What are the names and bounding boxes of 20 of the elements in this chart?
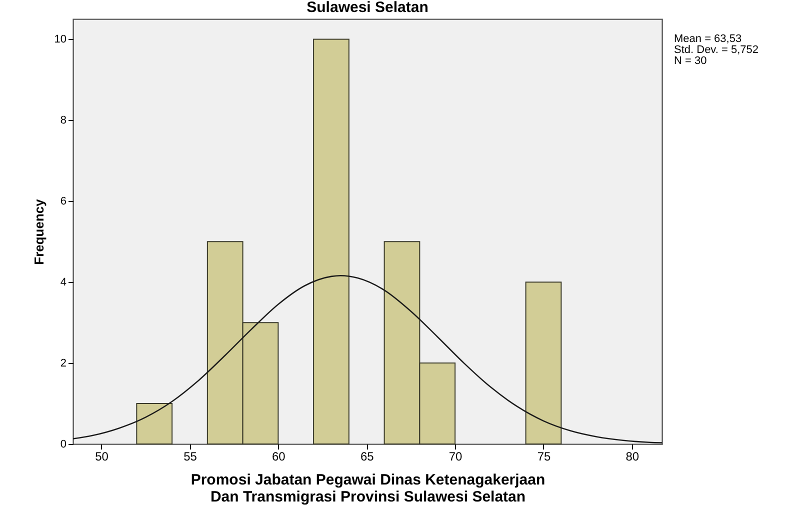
- y-tick-label: 2: [60, 358, 66, 370]
- x-tick-label: 55: [184, 450, 198, 464]
- x-tick-label: 60: [272, 450, 286, 464]
- x-tick-label: 75: [537, 450, 551, 464]
- line-series: [73, 274, 662, 444]
- x-tick-label: 50: [95, 450, 109, 464]
- x-tick-label: 65: [360, 450, 374, 464]
- y-tick-label: 10: [54, 34, 66, 46]
- x-tick-label: 70: [448, 450, 463, 464]
- y-tick-label: 0: [60, 438, 66, 450]
- x-axis-title: Promosi Jabatan Pegawai Dinas Ketenagakerjaan Dan Transmigrasi Provinsi Sulawesi Selatan: [190, 472, 546, 506]
- y-tick-label: 4: [60, 276, 66, 289]
- text: Std. Dev. = 5,752: [674, 44, 758, 56]
- chart-title: Sulawesi Selatan: [306, 0, 428, 16]
- text: Mean = 63,53: [674, 33, 743, 45]
- y-tick-label: 6: [60, 196, 66, 208]
- x-tick-label: 80: [626, 450, 640, 464]
- y-axis-title: Frequency: [31, 198, 46, 265]
- text: N = 30: [674, 55, 708, 67]
- y-tick-label: 8: [60, 114, 66, 127]
